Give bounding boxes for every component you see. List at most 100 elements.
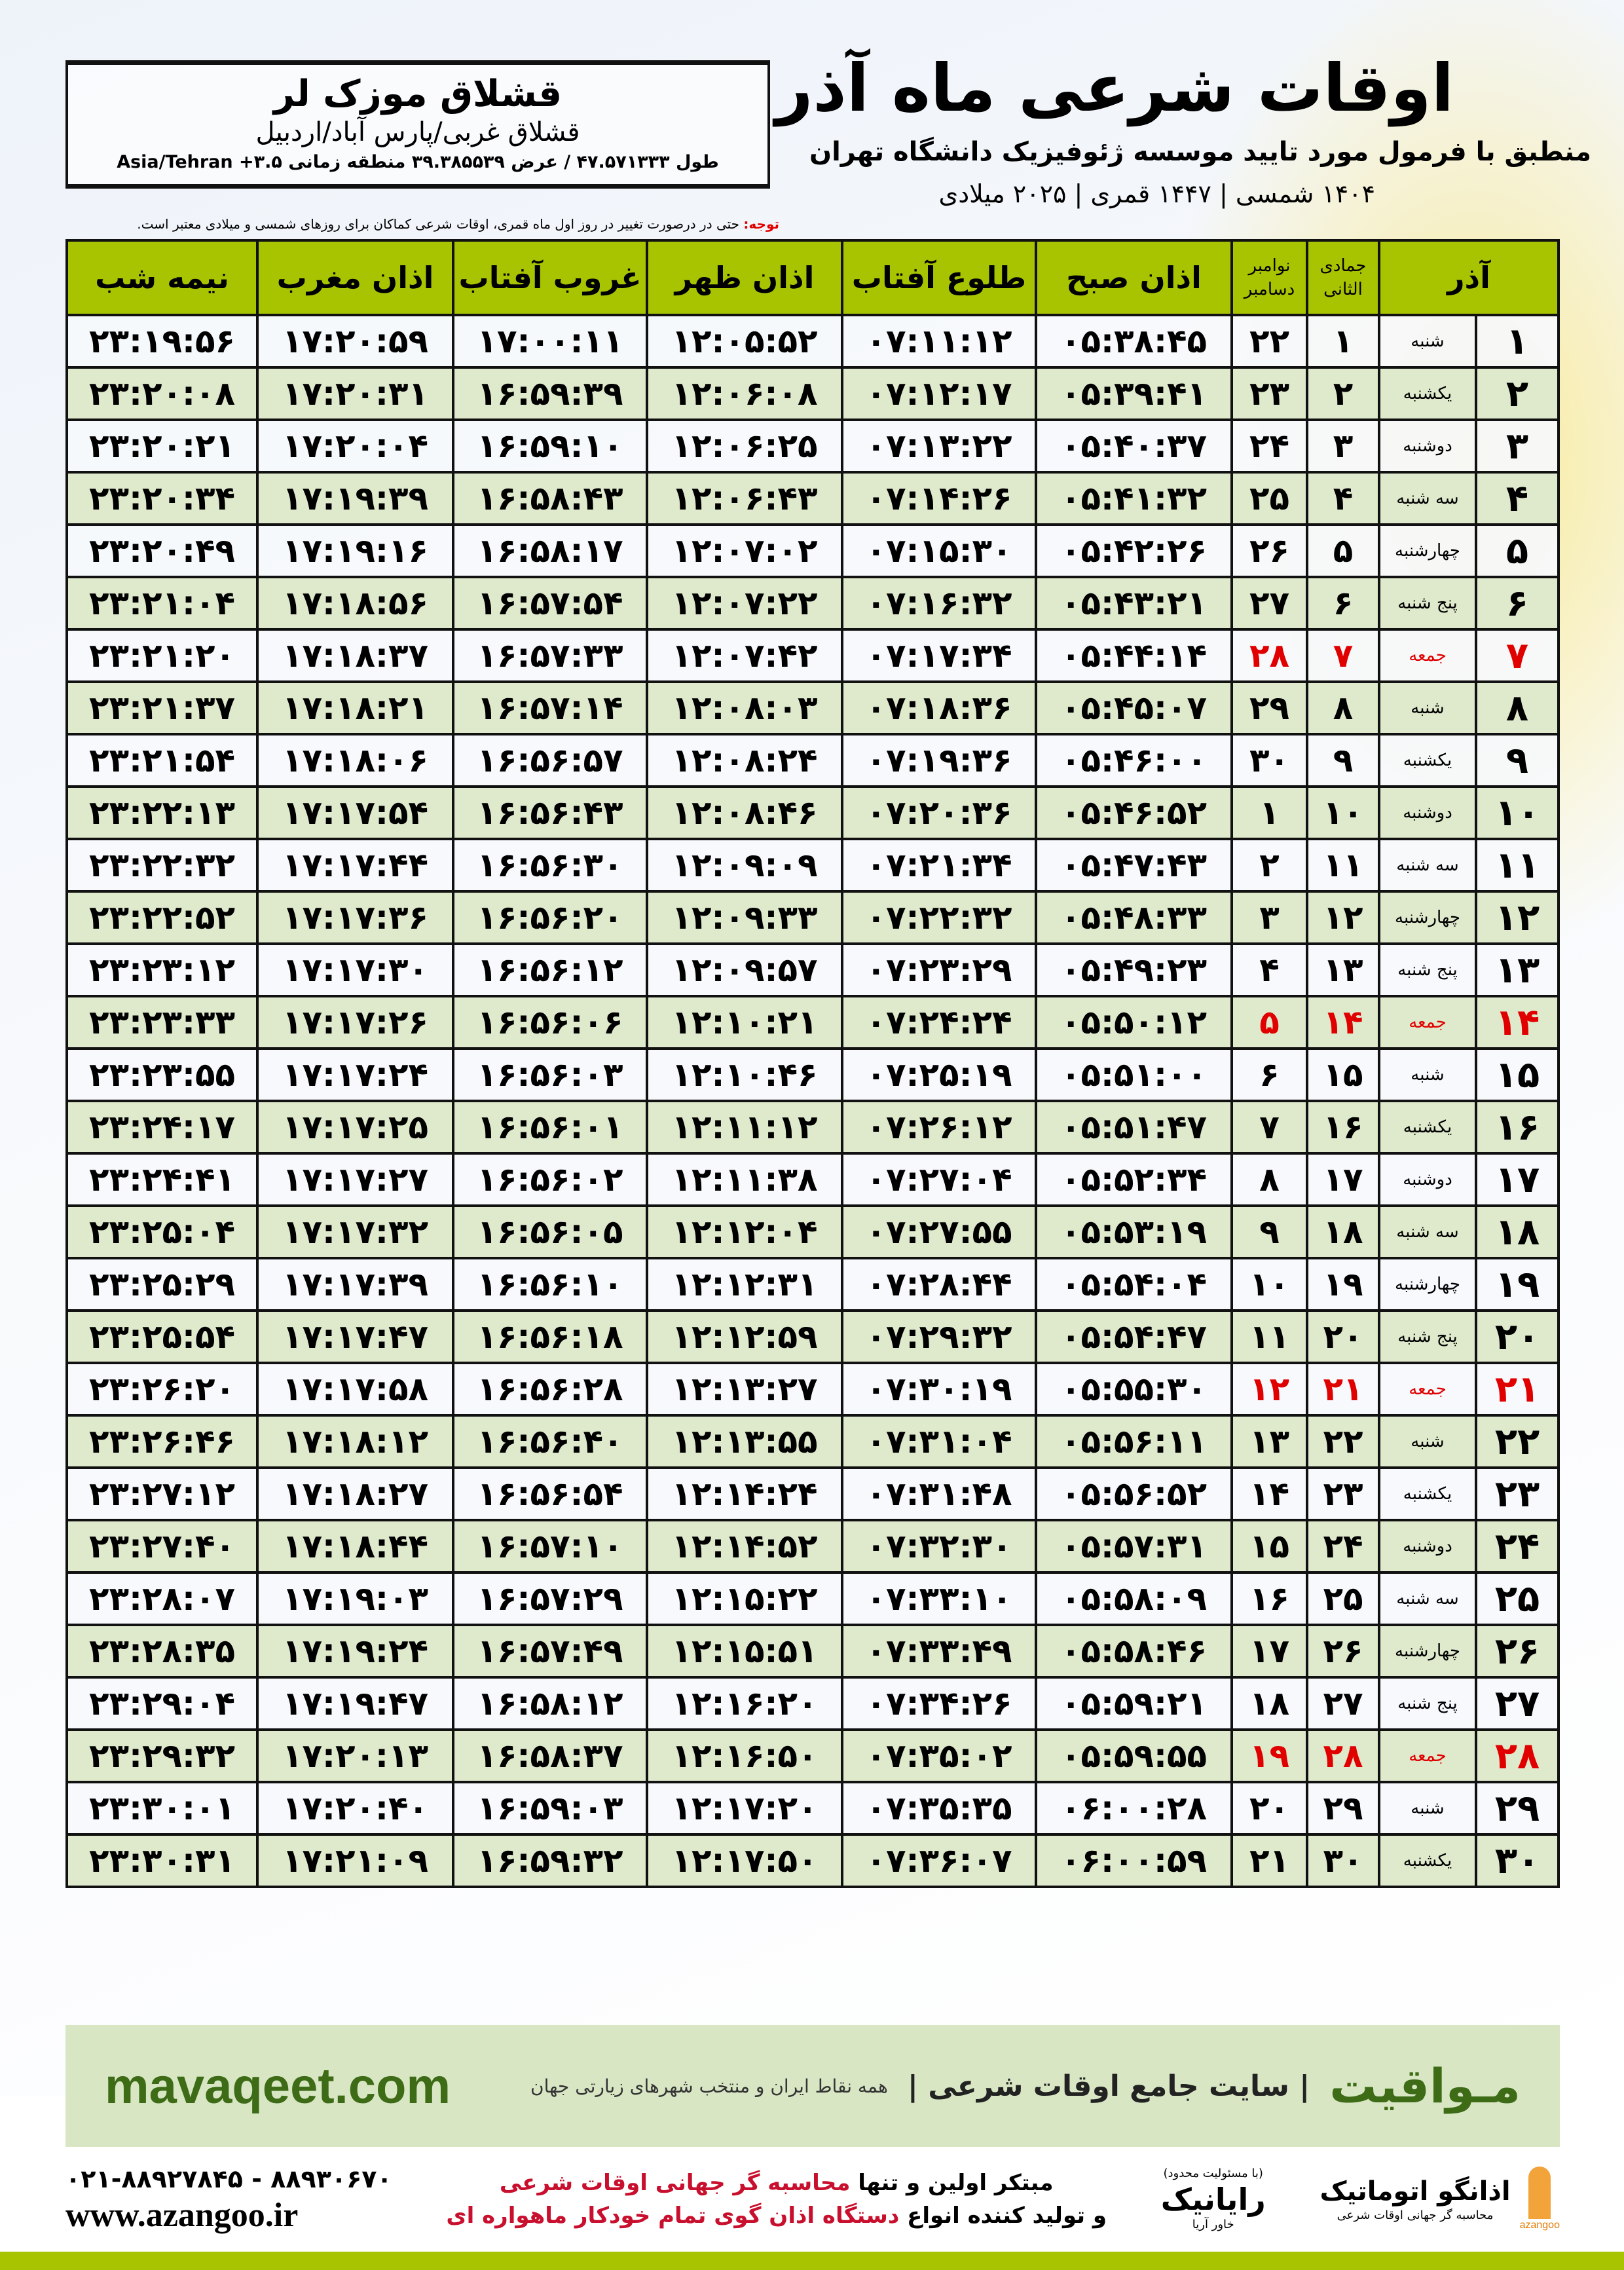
table-row: ۵ چهارشنبه ۵ ۲۶ ۰۵:۴۲:۲۶ ۰۷:۱۵:۳۰ ۱۲:۰۷:۰۲ ۱۶:۵… (65, 523, 1560, 578)
azangoo-latin: azangoo (1519, 2220, 1560, 2231)
dhuhr-time: ۱۲:۱۱:۳۸ (646, 1152, 843, 1207)
dhuhr-time: ۱۲:۰۹:۳۳ (646, 890, 843, 945)
azar-day: ۱ (1475, 314, 1560, 369)
hijri-day: ۱۲ (1306, 890, 1380, 945)
maghrib-time: ۱۷:۱۹:۱۶ (256, 523, 454, 578)
midnight-time: ۲۳:۲۴:۴۱ (65, 1152, 259, 1207)
fajr-time: ۰۵:۵۰:۱۲ (1035, 995, 1233, 1050)
gregorian-day: ۱ (1230, 785, 1308, 840)
sunset-time: ۱۶:۵۹:۰۳ (452, 1781, 648, 1836)
fajr-time: ۰۵:۳۹:۴۱ (1035, 366, 1233, 421)
azar-day: ۶ (1475, 576, 1560, 631)
azar-day: ۳ (1475, 419, 1560, 474)
gregorian-day: ۲۳ (1230, 366, 1308, 421)
azangoo-link[interactable]: www.azangoo.ir (65, 2197, 299, 2234)
fajr-time: ۰۵:۵۸:۰۹ (1035, 1571, 1233, 1626)
sunrise-time: ۰۷:۱۵:۳۰ (841, 523, 1037, 578)
table-row: ۱۱ سه شنبه ۱۱ ۲ ۰۵:۴۷:۴۳ ۰۷:۲۱:۳۴ ۱۲:۰۹:۰۹ ۱۶:۵… (65, 838, 1560, 893)
sunset-time: ۱۶:۵۷:۱۴ (452, 680, 648, 735)
midnight-time: ۲۳:۲۷:۴۰ (65, 1519, 259, 1574)
sunset-time: ۱۶:۵۶:۰۱ (452, 1100, 648, 1155)
maghrib-time: ۱۷:۱۷:۲۷ (256, 1152, 454, 1207)
weekday: جمعه (1377, 995, 1478, 1050)
midnight-time: ۲۳:۱۹:۵۶ (65, 314, 259, 369)
weekday: شنبه (1377, 1047, 1478, 1102)
col-sunset: غروب آفتاب (452, 239, 648, 316)
phone-number: ۰۲۱-۸۸۹۲۷۸۴۵ - ۸۸۹۳۰۶۷۰ (65, 2165, 392, 2193)
weekday: پنج شنبه (1377, 1676, 1478, 1731)
azar-day: ۱۱ (1475, 838, 1560, 893)
midnight-time: ۲۳:۲۳:۵۵ (65, 1047, 259, 1102)
table-row: ۱ شنبه ۱ ۲۲ ۰۵:۳۸:۴۵ ۰۷:۱۱:۱۲ ۱۲:۰۵:۵۲ ۱۷:۰۰:۱۱… (65, 314, 1560, 369)
midnight-time: ۲۳:۲۱:۳۷ (65, 680, 259, 735)
page-title: اوقات شرعی ماه آذر (775, 50, 1454, 126)
gregorian-day: ۲۰ (1230, 1781, 1308, 1836)
table-row: ۲۲ شنبه ۲۲ ۱۳ ۰۵:۵۶:۱۱ ۰۷:۳۱:۰۴ ۱۲:۱۳:۵۵ ۱۶:۵۶:… (65, 1414, 1560, 1469)
fajr-time: ۰۵:۴۴:۱۴ (1035, 628, 1233, 683)
sunset-time: ۱۶:۵۶:۲۸ (452, 1362, 648, 1417)
dhuhr-time: ۱۲:۱۶:۲۰ (646, 1676, 843, 1731)
midnight-time: ۲۳:۲۶:۴۶ (65, 1414, 259, 1469)
hijri-day: ۱۳ (1306, 942, 1380, 997)
maghrib-time: ۱۷:۱۸:۱۲ (256, 1414, 454, 1469)
sunset-time: ۱۶:۵۶:۵۷ (452, 733, 648, 788)
mavaqeet-link[interactable]: mavaqeet.com (105, 2058, 451, 2114)
table-row: ۲ یکشنبه ۲ ۲۳ ۰۵:۳۹:۴۱ ۰۷:۱۲:۱۷ ۱۲:۰۶:۰۸ ۱۶:۵۹:… (65, 366, 1560, 421)
contact-block: ۰۲۱-۸۸۹۲۷۸۴۵ - ۸۸۹۳۰۶۷۰ www.azangoo.ir (65, 2163, 392, 2236)
sunset-time: ۱۶:۵۶:۴۰ (452, 1414, 648, 1469)
table-row: ۳۰ یکشنبه ۳۰ ۲۱ ۰۶:۰۰:۵۹ ۰۷:۳۶:۰۷ ۱۲:۱۷:۵۰ ۱۶:۵… (65, 1833, 1560, 1888)
dhuhr-time: ۱۲:۰۸:۴۶ (646, 785, 843, 840)
dhuhr-time: ۱۲:۱۳:۵۵ (646, 1414, 843, 1469)
sunset-time: ۱۶:۵۷:۱۰ (452, 1519, 648, 1574)
sunrise-time: ۰۷:۲۶:۱۲ (841, 1100, 1037, 1155)
table-row: ۱۶ یکشنبه ۱۶ ۷ ۰۵:۵۱:۴۷ ۰۷:۲۶:۱۲ ۱۲:۱۱:۱۲ ۱۶:۵۶… (65, 1100, 1560, 1155)
fajr-time: ۰۵:۵۸:۴۶ (1035, 1624, 1233, 1679)
fajr-time: ۰۵:۴۹:۲۳ (1035, 942, 1233, 997)
fajr-time: ۰۶:۰۰:۲۸ (1035, 1781, 1233, 1836)
azar-day: ۱۹ (1475, 1257, 1560, 1312)
hijri-day: ۲۷ (1306, 1676, 1380, 1731)
midnight-time: ۲۳:۲۹:۰۴ (65, 1676, 259, 1731)
note: توجه: حتی در درصورت تغییر در روز اول ماه… (65, 215, 779, 233)
midnight-time: ۲۳:۲۶:۲۰ (65, 1362, 259, 1417)
gregorian-day: ۲۶ (1230, 523, 1308, 578)
fajr-time: ۰۵:۵۱:۰۰ (1035, 1047, 1233, 1102)
weekday: یکشنبه (1377, 1833, 1478, 1888)
maghrib-time: ۱۷:۱۷:۴۷ (256, 1309, 454, 1364)
weekday: جمعه (1377, 1728, 1478, 1783)
dhuhr-time: ۱۲:۱۲:۳۱ (646, 1257, 843, 1312)
sunrise-time: ۰۷:۲۲:۳۲ (841, 890, 1037, 945)
gregorian-day: ۱۸ (1230, 1676, 1308, 1731)
fajr-time: ۰۵:۴۶:۵۲ (1035, 785, 1233, 840)
azar-day: ۴ (1475, 471, 1560, 526)
midnight-time: ۲۳:۳۰:۳۱ (65, 1833, 259, 1888)
col-gregorian-bottom: دسامبر (1244, 280, 1295, 299)
maghrib-time: ۱۷:۱۷:۳۶ (256, 890, 454, 945)
dhuhr-time: ۱۲:۰۸:۰۳ (646, 680, 843, 735)
dhuhr-time: ۱۲:۱۳:۲۷ (646, 1362, 843, 1417)
hijri-day: ۱۹ (1306, 1257, 1380, 1312)
promo-text: مبتکر اولین و تنها محاسبه گر جهانی اوقات… (446, 2167, 1107, 2232)
azar-day: ۵ (1475, 523, 1560, 578)
gregorian-day: ۲۹ (1230, 680, 1308, 735)
weekday: چهارشنبه (1377, 890, 1478, 945)
azangoo-sub: محاسبه گر جهانی اوقات شرعی (1337, 2208, 1494, 2222)
sunrise-time: ۰۷:۲۷:۰۴ (841, 1152, 1037, 1207)
dhuhr-time: ۱۲:۰۹:۰۹ (646, 838, 843, 893)
weekday: یکشنبه (1377, 366, 1478, 421)
sunset-time: ۱۶:۵۶:۰۲ (452, 1152, 648, 1207)
fajr-time: ۰۵:۵۶:۵۲ (1035, 1466, 1233, 1521)
sunset-time: ۱۷:۰۰:۱۱ (452, 314, 648, 369)
midnight-time: ۲۳:۲۳:۳۳ (65, 995, 259, 1050)
sunset-time: ۱۶:۵۸:۴۳ (452, 471, 648, 526)
gregorian-day: ۲۵ (1230, 471, 1308, 526)
fajr-time: ۰۵:۴۸:۳۳ (1035, 890, 1233, 945)
midnight-time: ۲۳:۲۰:۳۴ (65, 471, 259, 526)
minaret-icon (1528, 2167, 1551, 2219)
weekday: یکشنبه (1377, 733, 1478, 788)
midnight-time: ۲۳:۲۸:۰۷ (65, 1571, 259, 1626)
midnight-time: ۲۳:۲۲:۳۲ (65, 838, 259, 893)
dhuhr-time: ۱۲:۱۰:۲۱ (646, 995, 843, 1050)
fajr-time: ۰۵:۵۴:۰۴ (1035, 1257, 1233, 1312)
weekday: جمعه (1377, 1362, 1478, 1417)
